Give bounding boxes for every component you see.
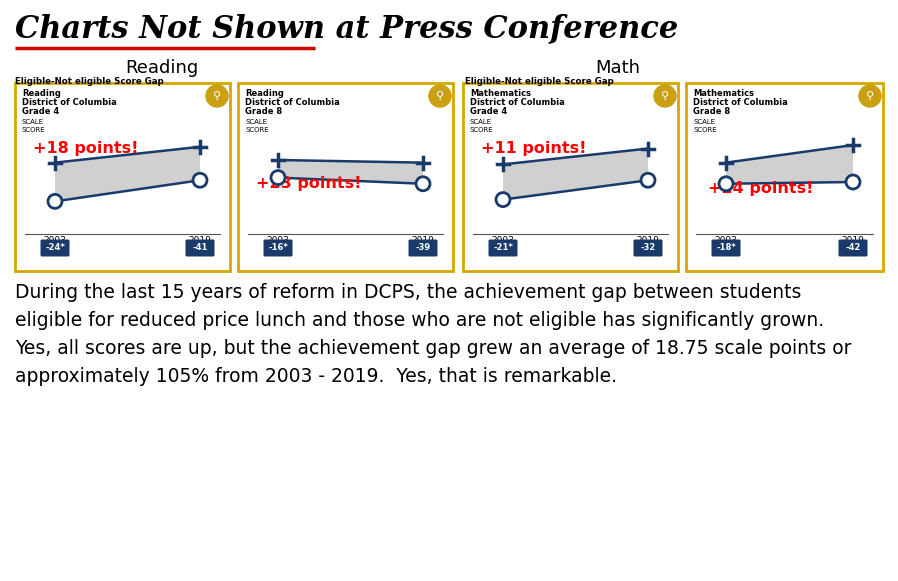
- Text: SCALE: SCALE: [245, 119, 267, 125]
- Text: 2019: 2019: [189, 236, 211, 245]
- Circle shape: [206, 85, 228, 107]
- Text: ⚲: ⚲: [436, 91, 445, 101]
- Text: +11 points!: +11 points!: [481, 141, 586, 156]
- FancyBboxPatch shape: [238, 83, 453, 271]
- Text: 2003: 2003: [491, 236, 515, 245]
- Text: SCORE: SCORE: [22, 127, 46, 133]
- FancyBboxPatch shape: [463, 83, 678, 271]
- Text: SCALE: SCALE: [693, 119, 715, 125]
- Text: -42: -42: [845, 243, 860, 253]
- FancyBboxPatch shape: [40, 239, 69, 256]
- Text: Grade 4: Grade 4: [22, 107, 59, 116]
- Text: Reading: Reading: [245, 89, 284, 98]
- Text: -24*: -24*: [45, 243, 65, 253]
- Text: SCORE: SCORE: [470, 127, 494, 133]
- Circle shape: [429, 85, 451, 107]
- Text: 2019: 2019: [841, 236, 865, 245]
- Text: -21*: -21*: [493, 243, 513, 253]
- Circle shape: [271, 171, 285, 185]
- Text: Grade 8: Grade 8: [245, 107, 282, 116]
- Text: -18*: -18*: [716, 243, 735, 253]
- Text: ⚲: ⚲: [661, 91, 669, 101]
- Text: SCALE: SCALE: [470, 119, 492, 125]
- Text: District of Columbia: District of Columbia: [22, 98, 117, 107]
- Circle shape: [859, 85, 881, 107]
- Text: Reading: Reading: [22, 89, 61, 98]
- Circle shape: [846, 175, 860, 189]
- Text: During the last 15 years of reform in DCPS, the achievement gap between students: During the last 15 years of reform in DC…: [15, 283, 851, 386]
- Text: +24 points!: +24 points!: [708, 181, 814, 196]
- FancyBboxPatch shape: [263, 239, 293, 256]
- Circle shape: [416, 177, 430, 191]
- Text: +18 points!: +18 points!: [33, 141, 138, 156]
- Circle shape: [48, 195, 62, 209]
- FancyBboxPatch shape: [15, 83, 230, 271]
- Polygon shape: [503, 149, 648, 200]
- Text: SCORE: SCORE: [245, 127, 269, 133]
- Circle shape: [193, 173, 207, 187]
- Text: -41: -41: [192, 243, 207, 253]
- FancyBboxPatch shape: [633, 239, 663, 256]
- Text: ⚲: ⚲: [213, 91, 221, 101]
- Text: SCALE: SCALE: [22, 119, 44, 125]
- Text: Charts Not Shown at Press Conference: Charts Not Shown at Press Conference: [15, 13, 678, 44]
- Polygon shape: [55, 147, 200, 202]
- Circle shape: [654, 85, 676, 107]
- FancyBboxPatch shape: [409, 239, 437, 256]
- Text: Mathematics: Mathematics: [693, 89, 754, 98]
- Text: -32: -32: [640, 243, 656, 253]
- Text: -16*: -16*: [269, 243, 288, 253]
- FancyBboxPatch shape: [839, 239, 867, 256]
- Polygon shape: [726, 145, 853, 184]
- Text: 2019: 2019: [637, 236, 659, 245]
- Text: SCORE: SCORE: [693, 127, 717, 133]
- Text: 2019: 2019: [411, 236, 435, 245]
- Circle shape: [719, 177, 733, 191]
- Text: District of Columbia: District of Columbia: [693, 98, 788, 107]
- Text: +23 points!: +23 points!: [256, 176, 362, 191]
- Text: District of Columbia: District of Columbia: [245, 98, 339, 107]
- Text: Eligible-Not eligible Score Gap: Eligible-Not eligible Score Gap: [15, 77, 163, 86]
- Text: District of Columbia: District of Columbia: [470, 98, 565, 107]
- Circle shape: [641, 173, 655, 187]
- Text: Math: Math: [595, 59, 640, 77]
- Text: 2003: 2003: [267, 236, 289, 245]
- FancyBboxPatch shape: [186, 239, 215, 256]
- Text: Reading: Reading: [126, 59, 198, 77]
- Text: Grade 4: Grade 4: [470, 107, 507, 116]
- Text: -39: -39: [416, 243, 430, 253]
- Text: 2003: 2003: [715, 236, 737, 245]
- FancyBboxPatch shape: [489, 239, 517, 256]
- Text: Grade 8: Grade 8: [693, 107, 730, 116]
- Text: Mathematics: Mathematics: [470, 89, 531, 98]
- Text: 2003: 2003: [44, 236, 66, 245]
- Text: ⚲: ⚲: [866, 91, 874, 101]
- Circle shape: [496, 192, 510, 207]
- FancyBboxPatch shape: [686, 83, 883, 271]
- FancyBboxPatch shape: [711, 239, 741, 256]
- Polygon shape: [278, 160, 423, 184]
- Text: Eligible-Not eligible Score Gap: Eligible-Not eligible Score Gap: [465, 77, 613, 86]
